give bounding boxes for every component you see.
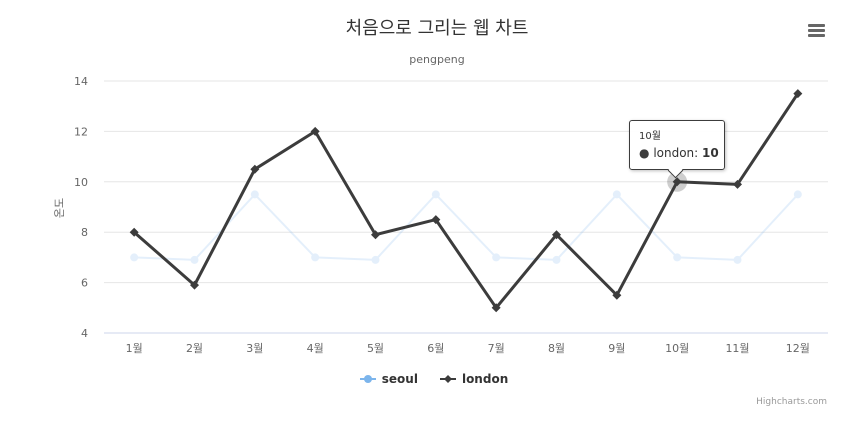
y-tick-label: 8	[81, 226, 88, 239]
data-point-london	[371, 230, 380, 240]
data-point-london	[491, 303, 501, 313]
x-tick-label: 2월	[186, 342, 203, 355]
legend-item-seoul[interactable]: seoul	[359, 372, 418, 386]
tooltip-bullet: ●	[639, 146, 650, 160]
plot-series	[129, 89, 803, 313]
data-point-london	[310, 126, 320, 136]
data-point-seoul	[190, 255, 199, 264]
data-point-seoul	[492, 253, 501, 262]
data-point-london	[733, 179, 742, 189]
legend-item-london[interactable]: london	[439, 372, 509, 386]
series-line-london	[133, 92, 800, 310]
series-seoul	[130, 190, 802, 264]
data-point-seoul	[130, 253, 139, 262]
tooltip-row: ● london: 10	[639, 146, 719, 160]
y-tick-label: 12	[74, 125, 88, 138]
legend-symbol-london	[439, 375, 456, 383]
x-tick-label: 3월	[246, 342, 263, 355]
data-point-london	[129, 227, 139, 237]
y-tick-label: 4	[81, 327, 88, 340]
chart-title: 처음으로 그리는 웹 차트	[346, 18, 529, 39]
data-point-seoul	[371, 255, 380, 264]
x-tick-label: 1월	[126, 342, 143, 355]
tooltip-category: 10월	[639, 131, 661, 142]
y-tick-label: 6	[81, 277, 88, 290]
data-tooltip: 10월 ● london: 10	[629, 120, 725, 170]
menu-bar	[807, 34, 825, 37]
y-axis-label: 온도	[53, 198, 66, 218]
data-point-seoul	[250, 190, 259, 199]
x-tick-label: 4월	[307, 342, 324, 355]
tooltip-separator: :	[694, 146, 703, 160]
credits-link[interactable]: Highcharts.com	[756, 397, 827, 407]
data-point-london	[552, 230, 561, 240]
x-tick-label: 12월	[786, 342, 810, 355]
x-tick-label: 11월	[725, 342, 749, 355]
menu-bar	[807, 24, 825, 27]
y-tick-label: 10	[74, 176, 88, 189]
data-point-london	[431, 215, 441, 225]
menu-bar	[807, 29, 825, 32]
x-tick-label: 9월	[608, 342, 625, 355]
data-point-london	[190, 280, 199, 290]
hamburger-menu-icon[interactable]	[804, 22, 828, 42]
x-tick-label: 10월	[665, 342, 689, 355]
chart-subtitle: pengpeng	[409, 53, 464, 66]
data-point-london	[612, 290, 622, 300]
series-london	[129, 89, 803, 313]
data-point-seoul	[552, 255, 561, 264]
data-point-london	[250, 164, 260, 174]
x-tick-label: 7월	[488, 342, 505, 355]
y-tick-label: 14	[74, 75, 88, 88]
data-point-seoul	[733, 255, 742, 264]
x-tick-label: 6월	[427, 342, 444, 355]
data-point-seoul	[431, 190, 440, 199]
tooltip-series-name: london	[653, 146, 695, 160]
y-axis: 4 6 8 10 12 14	[74, 75, 88, 340]
data-point-seoul	[793, 190, 802, 199]
data-point-seoul	[673, 253, 682, 262]
x-tick-label: 5월	[367, 342, 384, 355]
data-point-london	[793, 89, 803, 99]
tooltip-value: 10	[702, 146, 719, 160]
legend-label-seoul: seoul	[381, 372, 418, 386]
legend-symbol-seoul	[359, 375, 376, 383]
data-point-london	[672, 177, 682, 187]
chart-legend: seoul london	[0, 372, 868, 386]
x-tick-label: 8월	[548, 342, 565, 355]
x-axis: 1월 2월 3월 4월 5월 6월 7월 8월 9월 10월 11월 12월	[104, 332, 828, 355]
legend-label-london: london	[461, 372, 509, 386]
data-point-seoul	[311, 253, 320, 262]
series-line-seoul	[134, 193, 799, 261]
data-point-seoul	[612, 190, 621, 199]
